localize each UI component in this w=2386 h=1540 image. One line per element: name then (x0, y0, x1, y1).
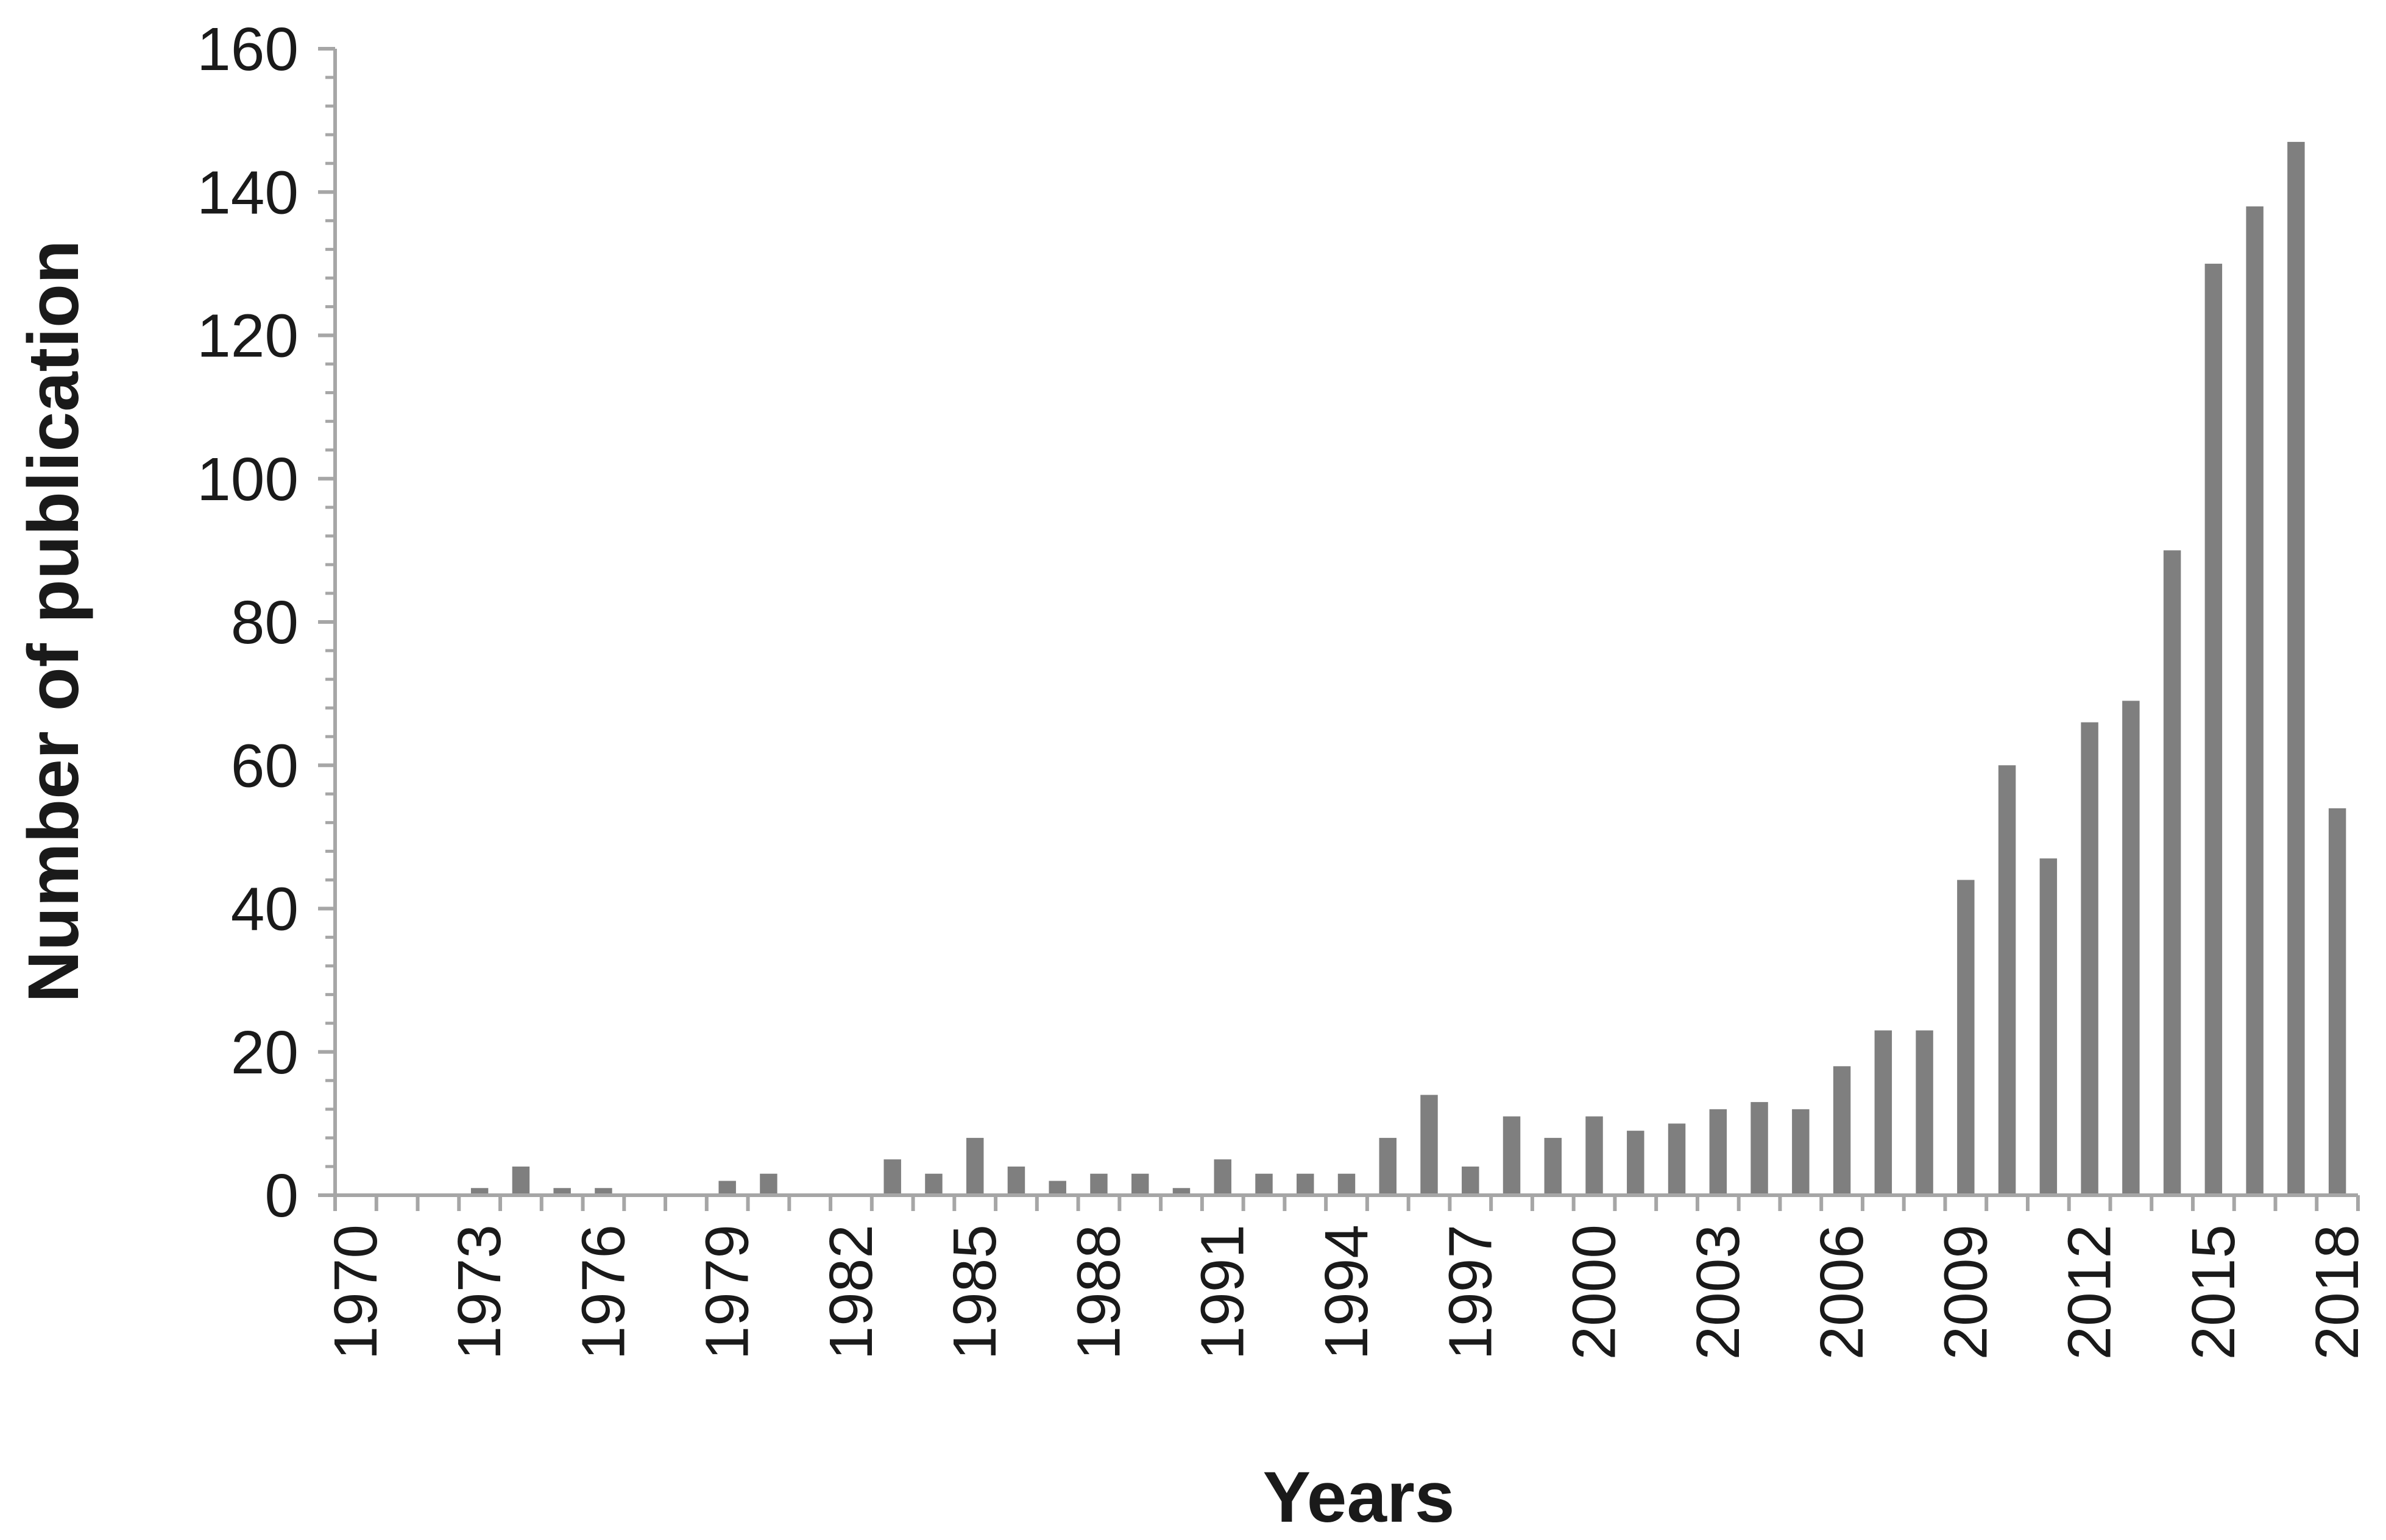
bar-1994 (1337, 1173, 1356, 1195)
bar-2012 (2081, 722, 2098, 1195)
bar-2018 (2328, 808, 2346, 1195)
bar-1997 (1462, 1166, 1479, 1195)
bar-2005 (1792, 1109, 1810, 1195)
x-tick-label-2006: 2006 (1808, 1224, 1876, 1360)
bar-1996 (1420, 1095, 1438, 1195)
bar-1988 (1090, 1173, 1108, 1195)
bar-1995 (1379, 1137, 1397, 1195)
y-tick-label: 0 (264, 1162, 299, 1230)
x-tick-label-2018: 2018 (2303, 1224, 2371, 1360)
bar-1987 (1049, 1181, 1066, 1195)
bar-2000 (1585, 1116, 1603, 1195)
bar-1992 (1255, 1173, 1273, 1195)
bars-group (470, 141, 2346, 1196)
bar-2004 (1751, 1102, 1768, 1195)
bar-2013 (2122, 701, 2140, 1195)
bar-2007 (1874, 1030, 1892, 1195)
bar-1974 (512, 1166, 530, 1195)
y-ticks-group: 0 20 40 60 80 100 120 140 160 (197, 15, 335, 1230)
bar-2002 (1668, 1123, 1686, 1196)
x-tick-label-2003: 2003 (1684, 1224, 1752, 1360)
y-tick-label: 20 (231, 1019, 299, 1087)
bar-1984 (925, 1173, 943, 1195)
x-tick-label-2009: 2009 (1931, 1224, 2000, 1360)
x-tick-label-1997: 1997 (1436, 1224, 1504, 1360)
bar-2017 (2287, 141, 2305, 1195)
y-tick-label: 140 (197, 158, 299, 227)
y-tick-label: 60 (231, 732, 299, 800)
x-tick-label-1982: 1982 (817, 1224, 885, 1360)
x-tick-label-2015: 2015 (2179, 1224, 2248, 1360)
x-tick-label-1994: 1994 (1312, 1224, 1381, 1360)
bar-2008 (1916, 1030, 1933, 1195)
x-tick-label-1985: 1985 (941, 1224, 1009, 1360)
x-tick-label-1991: 1991 (1189, 1224, 1257, 1360)
x-tick-label-2012: 2012 (2056, 1224, 2124, 1360)
bar-2015 (2204, 263, 2223, 1196)
bar-1979 (718, 1181, 736, 1195)
bar-1999 (1544, 1137, 1562, 1195)
bar-1976 (595, 1188, 612, 1195)
bar-2010 (1998, 765, 2016, 1195)
bar-2014 (2163, 550, 2181, 1196)
bar-1986 (1007, 1166, 1025, 1195)
bar-1983 (883, 1159, 901, 1195)
bar-1975 (553, 1188, 571, 1195)
y-tick-label: 120 (197, 302, 299, 370)
bar-1980 (760, 1173, 777, 1195)
bar-1991 (1214, 1159, 1231, 1195)
y-tick-label: 80 (231, 588, 299, 657)
x-tick-label-1979: 1979 (693, 1224, 762, 1360)
bar-1985 (966, 1137, 984, 1195)
bar-2001 (1627, 1131, 1644, 1195)
bar-2011 (2039, 858, 2058, 1195)
bar-1973 (470, 1188, 489, 1195)
bar-1989 (1131, 1173, 1149, 1195)
x-tick-label-1973: 1973 (445, 1224, 514, 1360)
bar-1993 (1297, 1173, 1314, 1195)
x-tick-label-1988: 1988 (1064, 1224, 1133, 1360)
y-tick-label: 160 (197, 15, 299, 83)
x-tick-label-1976: 1976 (569, 1224, 637, 1360)
bar-1990 (1172, 1188, 1191, 1195)
x-axis-title: Years (1263, 1457, 1455, 1538)
bar-2006 (1833, 1066, 1851, 1195)
bar-2016 (2246, 206, 2264, 1195)
x-tick-label-2000: 2000 (1560, 1224, 1629, 1360)
y-axis-title: Number of publication (13, 240, 94, 1003)
y-tick-label: 100 (197, 445, 299, 514)
x-ticks-group: 1970 1973 1976 1979 1982 1985 1988 1991 1994 1997… (322, 1195, 2371, 1360)
x-tick-label-1970: 1970 (322, 1224, 390, 1360)
bar-2009 (1957, 880, 1975, 1195)
bar-2003 (1709, 1109, 1727, 1195)
bar-1998 (1503, 1116, 1521, 1195)
y-tick-label: 40 (231, 875, 299, 944)
